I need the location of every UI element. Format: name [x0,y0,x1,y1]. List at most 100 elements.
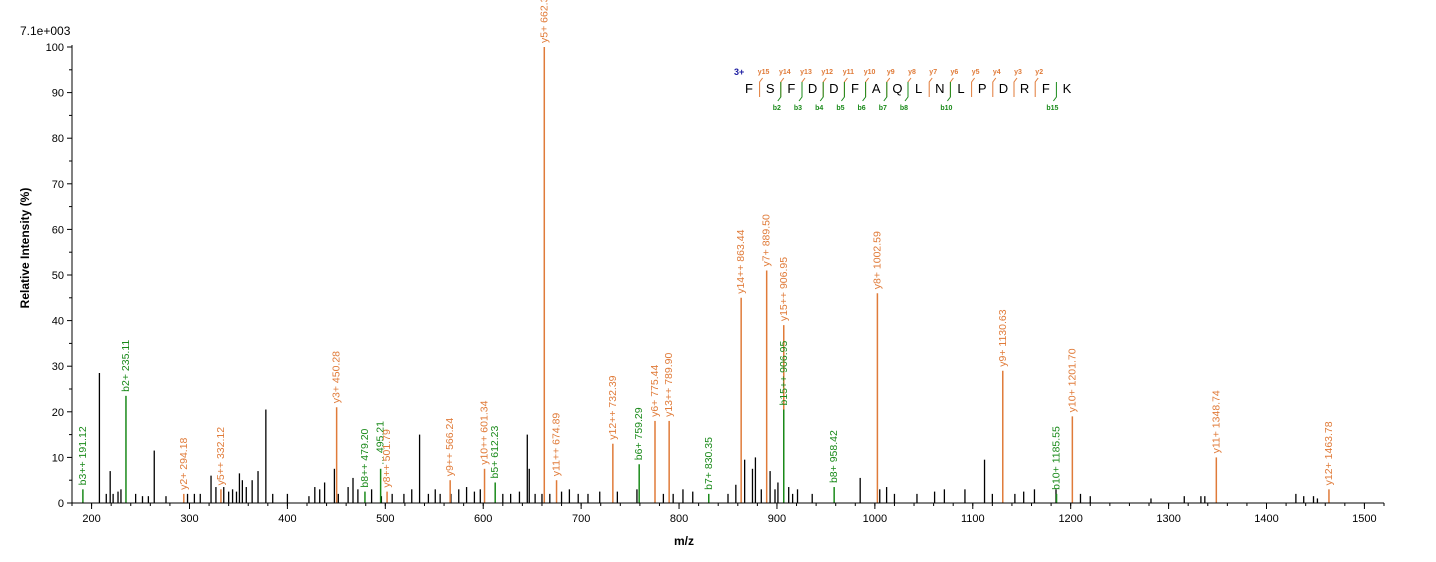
x-tick-label: 900 [768,513,786,525]
y-ion-marker: y15 [758,69,770,76]
b-ion-bracket [819,82,824,102]
y-tick-label: 100 [46,42,64,54]
y-ion-bracket [1013,77,1018,97]
y-ion-label: y2+ 294.18 [178,437,190,489]
b-ion-bracket [883,82,888,102]
residue-letter: S [766,81,775,96]
y-ion-bracket [992,77,997,97]
y-ion-marker: y9 [887,69,895,76]
residue-letter: K [1063,81,1072,96]
x-tick-label: 700 [572,513,590,525]
residue-letter: F [851,81,859,96]
b-ion-marker: b15 [1046,105,1058,112]
y-ion-label: y11++ 674.89 [551,413,563,477]
residue-letter: F [1042,81,1050,96]
x-tick-label: 600 [474,513,492,525]
y-ion-label: y14++ 863.44 [735,229,747,293]
b-ion-marker: b3 [794,105,802,112]
y-tick-label: 30 [52,361,64,373]
b-ion-marker: b2 [773,105,781,112]
peak-layer [82,47,1330,503]
residue-letter: R [1020,81,1029,96]
b-ion-marker: b6 [858,105,866,112]
y-tick-label: 90 [52,88,64,100]
b-ion-label: b3++ 191.12 [77,426,89,485]
x-tick-label: 300 [180,513,198,525]
y-ion-label: y5+ 662.37 [538,0,550,43]
residue-letter: L [915,81,922,96]
y-tick-label: 10 [52,452,64,464]
residue-letter: F [745,81,753,96]
max-intensity-label: 7.1e+003 [20,24,71,38]
b-ion-bracket [862,82,867,102]
y-ion-marker: y10 [864,69,876,76]
x-tick-label: 1500 [1352,513,1376,525]
x-tick-label: 1100 [961,513,985,525]
y-tick-label: 70 [52,179,64,191]
residue-letter: P [978,81,987,96]
b-ion-label: b2+ 235.11 [120,340,132,392]
y-ion-label: y12++ 732.39 [607,375,619,439]
y-ion-label: y9++ 566.24 [444,418,456,477]
residue-letter: A [872,81,881,96]
charge-state: 3+ [734,67,744,77]
y-ion-bracket [971,77,975,97]
x-tick-label: 800 [670,513,688,525]
x-tick-label: 1400 [1254,513,1278,525]
y-ion-marker: y2 [1035,69,1043,76]
y-axis-title: Relative Intensity (%) [18,188,32,309]
y-tick-label: 50 [52,270,64,282]
y-ion-marker: y3 [1014,69,1022,76]
y-ion-label: y6+ 775.44 [649,365,661,417]
x-tick-label: 1200 [1058,513,1082,525]
y-ion-marker: y13 [800,69,812,76]
y-ion-marker: y7 [929,69,937,76]
y-ion-label: y7+ 889.50 [761,214,773,266]
b-ion-bracket [777,82,782,102]
b-ion-bracket [904,82,909,102]
y-ion-marker: y8 [908,69,916,76]
y-ion-label: y10++ 601.34 [479,400,491,464]
y-ion-label: y3+ 450.28 [331,351,343,403]
residue-letter: D [999,81,1008,96]
y-ion-label: y10+ 1201.70 [1066,348,1078,412]
residue-letter: D [829,81,838,96]
b-ion-marker: b10 [940,105,952,112]
b-ion-label: b10+ 1185.55 [1051,426,1063,490]
y-ion-label: y15++ 906.95 [778,257,790,321]
y-tick-label: 40 [52,316,64,328]
y-ion-bracket [759,77,763,97]
y-ion-marker: y12 [821,69,833,76]
b-ion-bracket [1053,82,1057,102]
y-ion-bracket [928,77,933,97]
b-ion-marker: b4 [815,105,823,112]
x-tick-label: 1000 [863,513,887,525]
y-tick-label: 20 [52,407,64,419]
y-ion-label: y13++ 789.90 [663,353,675,417]
residue-letter: Q [892,81,902,96]
axes: 0 10 20 30 40 50 60 70 80 90 100 200 300 400 500 600 700… [46,42,1385,525]
y-tick-label: 80 [52,133,64,145]
x-tick-label: 200 [82,513,100,525]
residue-letter: D [808,81,817,96]
residue-letter: N [935,81,944,96]
y-ion-marker: y5 [972,69,980,76]
b-ion-label: ... 495.21 [375,421,387,465]
y-tick-label: 0 [58,498,64,510]
b-ion-marker: b7 [879,105,887,112]
b-ion-label: b7+ 830.35 [703,437,715,490]
y-ion-label: y9+ 1130.63 [997,309,1009,366]
y-ion-label: y12+ 1463.78 [1323,421,1335,485]
y-ion-marker: y14 [779,69,791,76]
b-ion-bracket [841,82,845,102]
y-ion-marker: y4 [993,69,1001,76]
y-ion-label: y8+ 1002.59 [871,231,883,289]
y-ion-bracket [1034,77,1039,97]
x-tick-label: 500 [376,513,394,525]
y-ion-label: y8++ 501.79 [381,429,393,488]
y-ion-label: y11+ 1348.74 [1210,390,1222,453]
b-ion-label: b15++ 906.95 [778,341,790,406]
b-ion-marker: b8 [900,105,908,112]
b-ion-label: b8++ 479.20 [359,428,371,487]
